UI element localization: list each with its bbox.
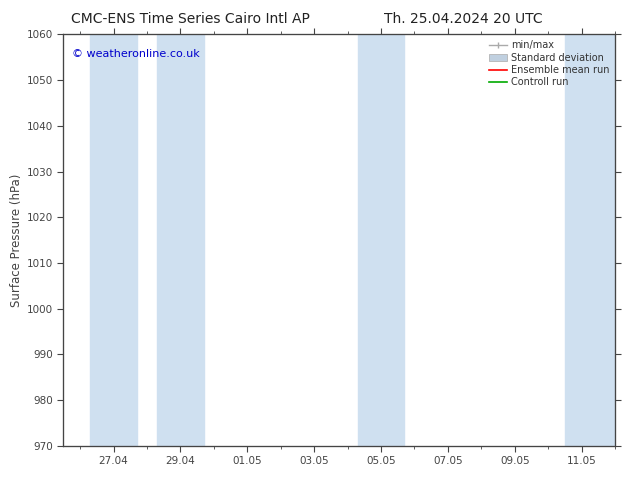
Text: CMC-ENS Time Series Cairo Intl AP: CMC-ENS Time Series Cairo Intl AP xyxy=(71,12,309,26)
Bar xyxy=(90,34,137,446)
Y-axis label: Surface Pressure (hPa): Surface Pressure (hPa) xyxy=(10,173,23,307)
Text: Th. 25.04.2024 20 UTC: Th. 25.04.2024 20 UTC xyxy=(384,12,542,26)
Bar xyxy=(358,34,404,446)
Text: © weatheronline.co.uk: © weatheronline.co.uk xyxy=(72,49,200,59)
Bar xyxy=(565,34,615,446)
Legend: min/max, Standard deviation, Ensemble mean run, Controll run: min/max, Standard deviation, Ensemble me… xyxy=(486,36,613,91)
Bar xyxy=(157,34,204,446)
